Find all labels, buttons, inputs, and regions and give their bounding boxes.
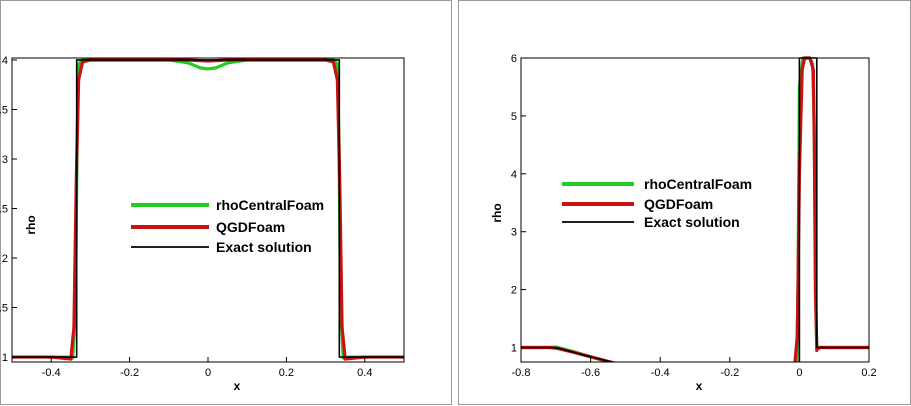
y-axis-title: rho <box>490 203 504 222</box>
x-tick-label: -0.6 <box>581 367 600 379</box>
legend-label-3: Exact solution <box>644 214 740 230</box>
y-tick-label: 3 <box>511 227 517 239</box>
y-axis-title: rho <box>24 215 38 234</box>
plot-frame <box>11 57 405 363</box>
plot-frame <box>520 57 870 363</box>
x-tick-label: -0.2 <box>720 367 739 379</box>
x-tick-label: 0 <box>796 367 802 379</box>
x-tick-label: 0.4 <box>357 367 372 379</box>
y-tick-label: 3 <box>2 154 8 166</box>
y-tick-label: 1 <box>511 343 517 355</box>
x-tick-label: -0.8 <box>512 367 531 379</box>
x-tick-label: -0.4 <box>651 367 670 379</box>
y-tick-label: 3.5 <box>0 104 8 116</box>
y-tick-label: 4 <box>511 169 517 181</box>
x-axis-title: x <box>234 379 241 393</box>
density-chart-right: -0.8 -0.6 -0.4 -0.2 0 0.2 1 2 3 4 5 6 x rho rhoCentral… <box>490 53 877 393</box>
legend-label-1: rhoCentralFoam <box>216 197 324 213</box>
series-line-3 <box>12 59 404 358</box>
y-tick-label: 2 <box>511 285 517 297</box>
legend-label-2: QGDFoam <box>644 196 713 212</box>
x-tick-label: 0.2 <box>279 367 294 379</box>
y-tick-label: 5 <box>511 111 517 123</box>
legend-label-2: QGDFoam <box>216 219 285 235</box>
chart-panel-right: -0.8 -0.6 -0.4 -0.2 0 0.2 1 2 3 4 5 6 x rho rhoCentral… <box>458 0 911 405</box>
y-tick-label: 2.5 <box>0 204 8 216</box>
chart-panel-left: -0.4 -0.2 0 0.2 0.4 1 1.5 2 2.5 3 3.5 4 x rho rhoCentr… <box>0 0 452 405</box>
series-line-2 <box>12 58 404 361</box>
y-tick-label: 6 <box>511 53 517 65</box>
series-group <box>12 58 404 361</box>
x-tick-label: -0.4 <box>42 367 61 379</box>
y-tick-label: 1 <box>2 352 8 364</box>
x-tick-label: 0.2 <box>861 367 876 379</box>
x-tick-label: -0.2 <box>120 367 139 379</box>
x-axis-title: x <box>696 379 703 393</box>
y-tick-label: 2 <box>2 253 8 265</box>
y-tick-label: 4 <box>2 55 8 67</box>
series-line-1 <box>12 58 404 360</box>
density-chart-left: -0.4 -0.2 0 0.2 0.4 1 1.5 2 2.5 3 3.5 4 x rho rhoCentr… <box>0 55 405 393</box>
legend-label-3: Exact solution <box>216 239 312 255</box>
x-tick-label: 0 <box>205 367 211 379</box>
legend-label-1: rhoCentralFoam <box>644 176 752 192</box>
y-tick-label: 1.5 <box>0 303 8 315</box>
